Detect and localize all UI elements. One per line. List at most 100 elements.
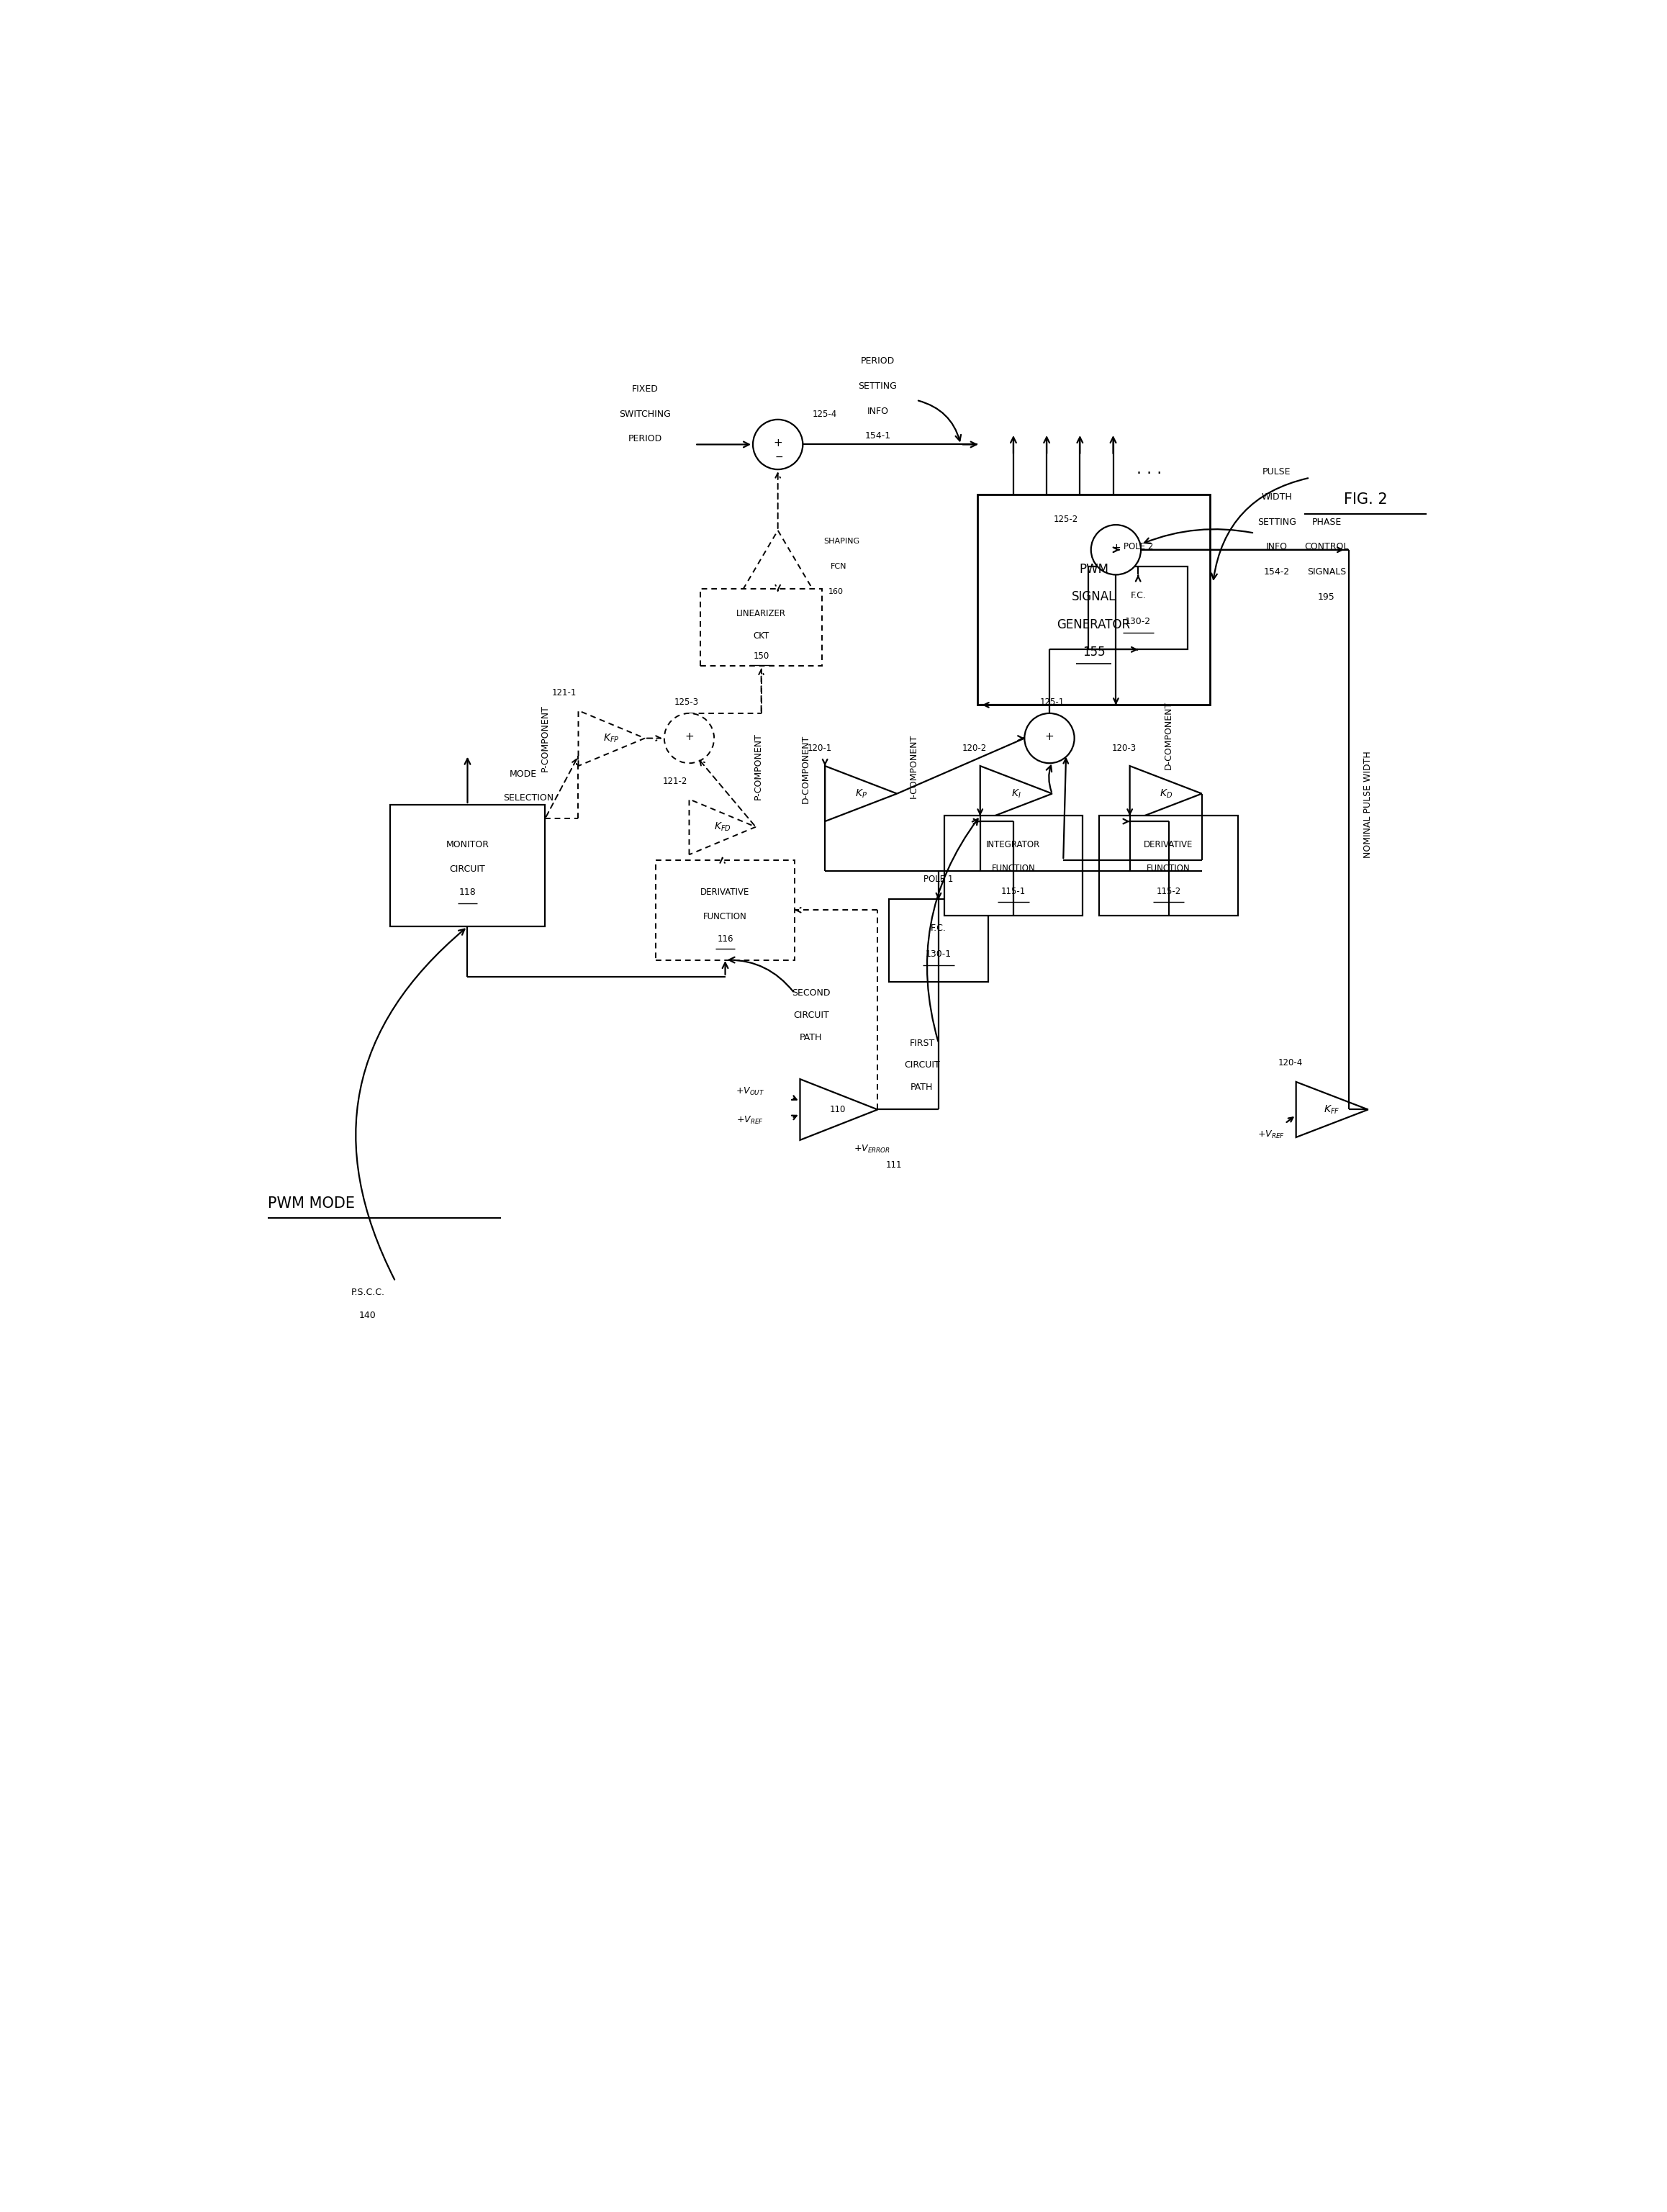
- Text: 120-2: 120-2: [962, 743, 987, 752]
- Polygon shape: [1295, 1082, 1369, 1137]
- Text: P-COMPONENT: P-COMPONENT: [753, 732, 763, 799]
- Bar: [977, 493, 1210, 706]
- Text: 125-3: 125-3: [673, 697, 698, 708]
- Text: SIGNAL: SIGNAL: [1072, 591, 1115, 604]
- Text: FIXED: FIXED: [632, 385, 658, 394]
- Text: CIRCUIT: CIRCUIT: [450, 865, 485, 874]
- Bar: [390, 805, 545, 927]
- Text: GENERATOR: GENERATOR: [1057, 617, 1130, 630]
- Text: PHASE: PHASE: [1312, 518, 1342, 526]
- Text: 154-2: 154-2: [1264, 566, 1290, 577]
- Text: $K_{FD}$: $K_{FD}$: [713, 821, 730, 832]
- Text: FUNCTION: FUNCTION: [992, 865, 1035, 874]
- Text: PERIOD: PERIOD: [860, 356, 895, 365]
- Text: $+V_{OUT}$: $+V_{OUT}$: [735, 1086, 765, 1097]
- Text: MONITOR: MONITOR: [445, 841, 488, 849]
- Text: PATH: PATH: [800, 1033, 822, 1042]
- Text: $+V_{REF}$: $+V_{REF}$: [1257, 1128, 1285, 1139]
- Text: SETTING: SETTING: [1257, 518, 1295, 526]
- Text: 120-1: 120-1: [807, 743, 832, 752]
- Text: INTEGRATOR: INTEGRATOR: [987, 841, 1040, 849]
- Circle shape: [753, 420, 803, 469]
- Text: SECOND: SECOND: [792, 989, 830, 998]
- Text: FUNCTION: FUNCTION: [1147, 865, 1190, 874]
- Text: PWM: PWM: [1079, 562, 1109, 575]
- Text: SWITCHING: SWITCHING: [618, 409, 670, 418]
- Text: INFO: INFO: [1265, 542, 1287, 551]
- Text: DERIVATIVE: DERIVATIVE: [700, 887, 750, 898]
- Text: CIRCUIT: CIRCUIT: [793, 1011, 828, 1020]
- Text: CKT: CKT: [753, 630, 768, 639]
- Text: 121-2: 121-2: [663, 776, 688, 785]
- Text: CONTROL: CONTROL: [1305, 542, 1349, 551]
- Bar: [1099, 816, 1239, 916]
- Text: 130-2: 130-2: [1125, 617, 1152, 626]
- Text: 160: 160: [828, 588, 844, 595]
- Text: WIDTH: WIDTH: [1262, 493, 1292, 502]
- Text: I-COMPONENT: I-COMPONENT: [909, 734, 919, 799]
- Text: PWM MODE: PWM MODE: [268, 1197, 355, 1210]
- Text: 118: 118: [458, 887, 477, 898]
- Text: POLE 2: POLE 2: [1124, 542, 1154, 551]
- Text: 120-3: 120-3: [1112, 743, 1137, 752]
- Text: FUNCTION: FUNCTION: [703, 911, 747, 922]
- Text: 154-1: 154-1: [865, 431, 890, 440]
- Text: FIG. 2: FIG. 2: [1344, 493, 1387, 507]
- Text: $K_P$: $K_P$: [855, 787, 867, 799]
- Polygon shape: [980, 765, 1052, 821]
- Text: $+V_{ERROR}$: $+V_{ERROR}$: [854, 1144, 890, 1155]
- Text: +: +: [685, 732, 693, 741]
- Text: $K_{FF}$: $K_{FF}$: [1324, 1104, 1340, 1115]
- Text: . . .: . . .: [1137, 462, 1162, 476]
- Polygon shape: [742, 531, 813, 591]
- Text: +: +: [773, 438, 782, 449]
- Text: 121-1: 121-1: [552, 688, 577, 697]
- Text: 140: 140: [358, 1312, 377, 1321]
- Bar: [700, 588, 822, 666]
- Text: P.S.C.C.: P.S.C.C.: [350, 1287, 385, 1296]
- Polygon shape: [578, 710, 645, 765]
- Text: D-COMPONENT: D-COMPONENT: [800, 734, 810, 803]
- Text: 120-4: 120-4: [1279, 1057, 1304, 1066]
- Text: INFO: INFO: [867, 407, 889, 416]
- Circle shape: [1025, 712, 1074, 763]
- Text: SIGNALS: SIGNALS: [1307, 566, 1345, 577]
- Text: SHAPING: SHAPING: [823, 538, 860, 544]
- Text: SETTING: SETTING: [859, 383, 897, 392]
- Text: 155: 155: [1082, 646, 1105, 659]
- Polygon shape: [1130, 765, 1202, 821]
- Text: +: +: [1045, 732, 1054, 741]
- Polygon shape: [688, 799, 755, 854]
- Text: CIRCUIT: CIRCUIT: [904, 1060, 940, 1071]
- Text: SELECTION: SELECTION: [503, 794, 553, 803]
- Text: 110: 110: [830, 1106, 845, 1115]
- Text: 195: 195: [1319, 593, 1335, 602]
- Text: 111: 111: [887, 1161, 902, 1170]
- Circle shape: [663, 712, 713, 763]
- Text: 125-1: 125-1: [1040, 697, 1065, 708]
- Text: PERIOD: PERIOD: [628, 434, 662, 445]
- Text: FCN: FCN: [830, 562, 847, 571]
- Text: MODE: MODE: [508, 770, 537, 779]
- Text: PULSE: PULSE: [1262, 467, 1290, 478]
- Bar: [944, 816, 1082, 916]
- Text: +: +: [1112, 542, 1120, 553]
- Text: P-COMPONENT: P-COMPONENT: [540, 706, 550, 772]
- Text: DERIVATIVE: DERIVATIVE: [1144, 841, 1194, 849]
- Text: POLE 1: POLE 1: [924, 876, 954, 885]
- Text: PATH: PATH: [910, 1082, 934, 1093]
- Text: F.C.: F.C.: [930, 925, 947, 933]
- Polygon shape: [800, 1079, 877, 1139]
- Text: F.C.: F.C.: [1130, 591, 1145, 599]
- Text: 130-1: 130-1: [925, 949, 952, 960]
- Text: FIRST: FIRST: [909, 1037, 935, 1048]
- Bar: [655, 860, 795, 960]
- Text: $K_D$: $K_D$: [1159, 787, 1172, 799]
- Polygon shape: [825, 765, 897, 821]
- Text: 150: 150: [753, 653, 768, 661]
- Bar: [889, 898, 989, 982]
- Bar: [1089, 566, 1189, 650]
- Text: 116: 116: [717, 933, 733, 945]
- Text: 125-2: 125-2: [1054, 515, 1079, 524]
- Text: 115-2: 115-2: [1157, 887, 1180, 896]
